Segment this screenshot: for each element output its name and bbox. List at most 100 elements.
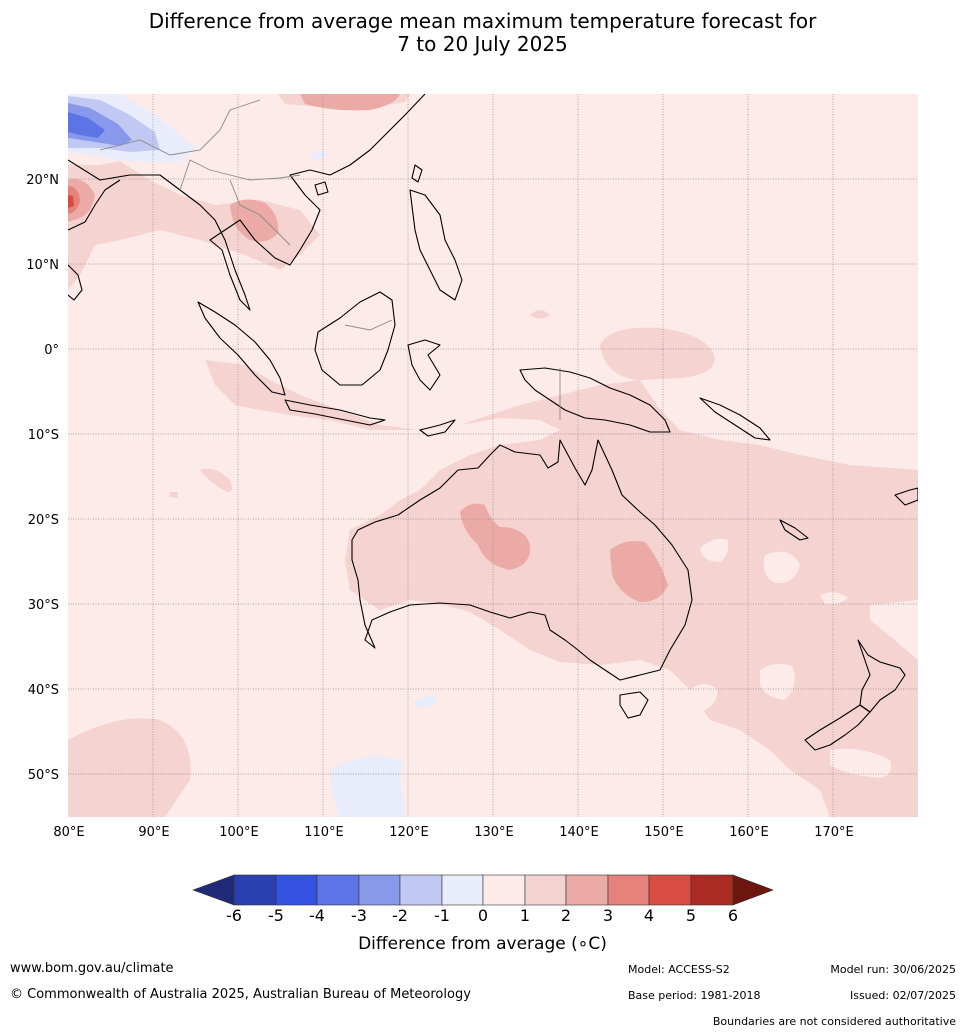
anomaly-region-0-1 (763, 551, 800, 584)
anomaly-region-0-1 (820, 592, 848, 605)
lat-label-30s: 30°S (28, 598, 59, 613)
model-name: Model: ACCESS-S2 (628, 963, 730, 976)
lon-label-110e: 110°E (304, 825, 344, 840)
colorbar-tick: -4 (309, 906, 325, 925)
coastline-borneo (314, 291, 396, 386)
colorbar-tick: 5 (685, 906, 697, 925)
colorbar-tick: 4 (643, 906, 655, 925)
colorbar-tick: 1 (519, 906, 531, 925)
colorbar-ticks: -6 -5 -4 -3 -2 -1 0 1 2 3 4 5 6 (0, 906, 965, 928)
anomaly-region-0-1 (689, 684, 718, 712)
lon-label-120e: 120°E (389, 825, 429, 840)
colorbar-segment (607, 874, 650, 906)
coastline-fiji (894, 487, 918, 506)
colorbar-segment (358, 874, 401, 906)
lat-label-20s: 20°S (28, 513, 59, 528)
anomaly-region-0-1 (870, 600, 918, 660)
lon-label-90e: 90°E (138, 825, 169, 840)
coastline-asia-mainland (68, 94, 426, 311)
coastline-sri-lanka (68, 264, 83, 301)
anomaly-region-2-3 (610, 541, 668, 603)
colorbar-tick: -1 (434, 906, 450, 925)
anomaly-region-1-2 (200, 468, 233, 492)
colorbar-segment (565, 874, 609, 906)
lon-label-80e: 80°E (53, 825, 84, 840)
colorbar-segment (441, 874, 484, 906)
graticule (68, 94, 918, 817)
anomaly-region-1-2 (68, 718, 191, 817)
lat-label-40s: 40°S (28, 683, 59, 698)
coastline-tasmania (619, 691, 649, 719)
anomaly-region-minus1-0 (310, 150, 328, 160)
lat-label-10s: 10°S (28, 428, 59, 443)
colorbar-tick: 0 (477, 906, 489, 925)
anomaly-region-minus1-0 (414, 696, 438, 708)
anomaly-region-0-1 (760, 663, 795, 700)
base-period: Base period: 1981-2018 (628, 989, 761, 1002)
anomaly-region-4-5 (68, 195, 74, 208)
colorbar-segment (524, 874, 567, 906)
lat-label-20n: 20°N (26, 173, 59, 188)
colorbar-extend-high (732, 874, 774, 906)
coastline-solomon-islands (699, 397, 771, 441)
model-run-date: Model run: 30/06/2025 (830, 963, 956, 976)
title-line-1: Difference from average mean maximum tem… (148, 9, 817, 33)
colorbar-segment (399, 874, 443, 906)
coastline-new-zealand-south (804, 704, 871, 751)
latitude-labels: 20°N 10°N 0° 10°S 20°S 30°S 40°S 50°S (26, 173, 59, 783)
coastline-timor (419, 419, 456, 437)
colorbar-tick: 6 (727, 906, 739, 925)
copyright-text: © Commonwealth of Australia 2025, Austra… (10, 987, 471, 1002)
colorbar-segment (482, 874, 526, 906)
anomaly-region-1-2 (600, 327, 715, 380)
lon-label-170e: 170°E (814, 825, 854, 840)
colorbar-label: Difference from average (∘C) (358, 934, 607, 954)
colorbar-tick: -5 (268, 906, 284, 925)
country-boundaries (99, 99, 561, 420)
lon-label-100e: 100°E (219, 825, 259, 840)
longitude-labels: 80°E 90°E 100°E 110°E 120°E 130°E 140°E … (53, 825, 853, 840)
anomaly-region-1-2 (68, 140, 320, 290)
anomaly-region-1-2 (170, 492, 178, 498)
anomaly-region-2-3 (460, 503, 531, 570)
title-line-2: 7 to 20 July 2025 (397, 32, 568, 56)
colorbar-tick: -2 (392, 906, 408, 925)
colorbar-segment (690, 874, 734, 906)
coastline-philippines (409, 189, 463, 301)
anomaly-region-1-2 (530, 310, 550, 319)
lat-label-10n: 10°N (26, 258, 59, 273)
lat-label-50s: 50°S (28, 768, 59, 783)
colorbar (192, 874, 774, 906)
coastline-java (284, 399, 386, 426)
lat-label-0: 0° (44, 343, 59, 358)
colorbar-segment (316, 874, 360, 906)
website-link[interactable]: www.bom.gov.au/climate (10, 961, 174, 976)
coastline-taiwan (411, 164, 423, 183)
coastlines (68, 94, 918, 751)
colorbar-segment (233, 874, 277, 906)
anomaly-region-0-1 (830, 748, 892, 778)
anomaly-region-0-1 (700, 538, 729, 562)
colorbar-extend-low (192, 874, 235, 906)
anomaly-region-minus1-0 (330, 756, 405, 817)
coastline-new-caledonia (779, 519, 809, 541)
colorbar-tick: 3 (602, 906, 614, 925)
anomaly-region-minus4-minus3 (68, 112, 105, 138)
lon-label-160e: 160°E (729, 825, 769, 840)
lon-label-150e: 150°E (644, 825, 684, 840)
anomaly-region-2-3 (300, 94, 400, 111)
coastline-new-guinea (519, 367, 671, 433)
colorbar-tick: 2 (560, 906, 572, 925)
lon-label-130e: 130°E (474, 825, 514, 840)
chart-title: Difference from average mean maximum tem… (0, 10, 965, 56)
coastline-australia (351, 439, 693, 681)
coastline-new-zealand-north (857, 639, 906, 713)
anomaly-contours (68, 94, 918, 817)
colorbar-segment (275, 874, 318, 906)
coastline-hainan (314, 181, 329, 196)
colorbar-tick: -3 (351, 906, 367, 925)
boundaries-disclaimer: Boundaries are not considered authoritat… (712, 1015, 956, 1028)
colorbar-segment (648, 874, 692, 906)
anomaly-region-2-3 (230, 199, 279, 242)
